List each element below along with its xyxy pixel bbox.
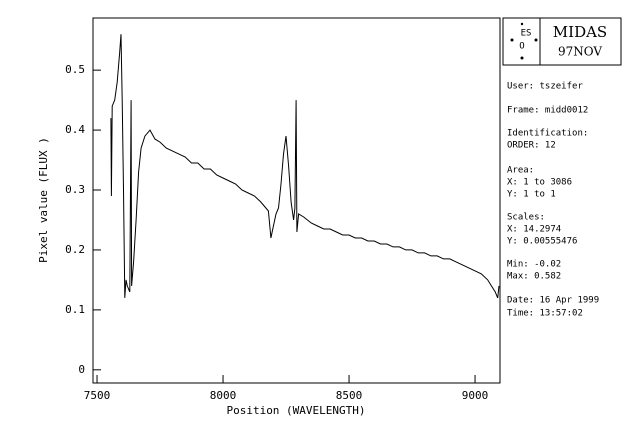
logo-text: ES: [521, 29, 532, 39]
logo-star: [520, 22, 524, 26]
info-text: X: 14.2974: [507, 225, 561, 235]
logo-star: [510, 38, 514, 42]
plot-frame: [92, 17, 501, 384]
y-tick-label: 0.2: [65, 243, 85, 256]
info-text: Min: -0.02: [507, 260, 561, 270]
info-text: X: 1 to 3086: [507, 178, 572, 188]
logo-star: [520, 56, 524, 60]
logo-text: O: [519, 42, 524, 52]
info-text: Y: 0.00555476: [507, 237, 577, 247]
info-text: Frame: midd0012: [507, 106, 588, 116]
info-text: Identification:: [507, 129, 588, 139]
info-text: Max: 0.582: [507, 272, 561, 282]
info-text: Date: 16 Apr 1999: [507, 296, 599, 306]
info-text: ORDER: 12: [507, 141, 556, 151]
logo-star: [534, 38, 538, 42]
x-tick-label: 8000: [210, 389, 237, 402]
y-tick-label: 0.3: [65, 183, 85, 196]
y-axis-label: Pixel value (FLUX ): [37, 137, 50, 263]
x-axis-label: Position (WAVELENGTH): [226, 404, 365, 417]
info-text: Area:: [507, 166, 534, 176]
x-tick-label: 8500: [336, 389, 363, 402]
y-tick-label: 0.1: [65, 303, 85, 316]
info-text: Scales:: [507, 213, 545, 223]
y-tick-label: 0.5: [65, 63, 85, 76]
badge-box: [502, 17, 622, 66]
y-tick-label: 0: [78, 363, 85, 376]
info-text: User: tszeifer: [507, 82, 583, 92]
badge-version: 97NOV: [558, 45, 602, 59]
info-text: Time: 13:57:02: [507, 309, 583, 319]
info-text: Y: 1 to 1: [507, 190, 556, 200]
x-tick-label: 7500: [84, 389, 111, 402]
badge-name: MIDAS: [553, 23, 607, 41]
y-tick-label: 0.4: [65, 123, 85, 136]
x-tick-label: 9000: [462, 389, 489, 402]
spectrum-line: [110, 34, 500, 299]
